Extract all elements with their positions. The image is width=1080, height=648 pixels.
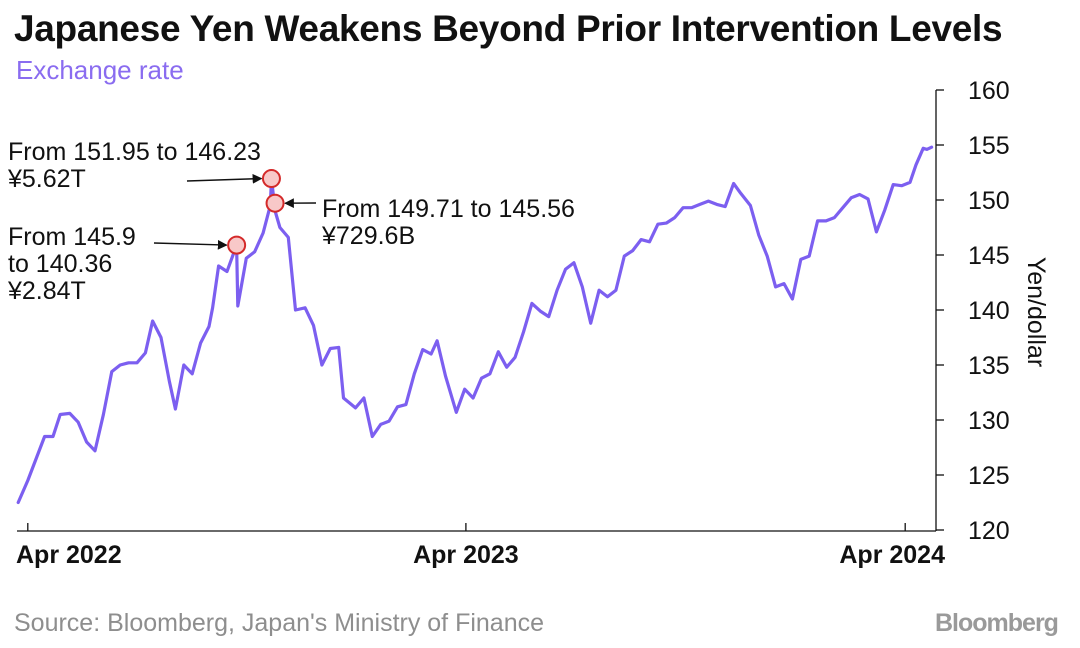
y-tick-label: 130: [968, 407, 1010, 435]
annotation-label: ¥5.62T: [7, 165, 86, 193]
y-tick-label: 125: [968, 462, 1010, 490]
y-tick-label: 140: [968, 297, 1010, 325]
source-note: Source: Bloomberg, Japan's Ministry of F…: [14, 609, 545, 637]
y-tick-label: 120: [968, 517, 1010, 545]
series-layer: [16, 145, 934, 505]
annotation-label: ¥2.84T: [7, 277, 86, 305]
annotation-arrow: [186, 173, 263, 184]
annotation-layer: From 145.9to 140.36¥2.84T From 151.95 to …: [7, 138, 575, 305]
annotation-label: to 140.36: [8, 250, 112, 278]
intervention-marker: [227, 235, 247, 255]
axes-layer: 120 125 130 135 140 145 150 155 160 Apr 2022 Apr 2…: [16, 77, 1010, 569]
chart-title: Japanese Yen Weakens Beyond Prior Interv…: [14, 8, 1003, 49]
bloomberg-logo: Bloomberg: [935, 609, 1059, 637]
annotation-label: From 145.9: [8, 223, 136, 251]
x-tick-label: Apr 2023: [413, 541, 519, 569]
y-tick-label: 145: [968, 242, 1010, 270]
exchange-rate-line: [16, 145, 934, 505]
y-tick-label: 160: [968, 77, 1010, 105]
annotation-arrow: [153, 239, 228, 250]
x-tick-label: Apr 2024: [839, 541, 945, 569]
x-tick-label: Apr 2022: [16, 541, 122, 569]
annotation-label: ¥729.6B: [321, 222, 415, 250]
annotation-label: From 151.95 to 146.23: [8, 138, 261, 166]
intervention-marker: [261, 169, 281, 189]
annotation-label: From 149.71 to 145.56: [322, 195, 575, 223]
intervention-marker: [265, 193, 285, 213]
chart-subtitle: Exchange rate: [16, 55, 184, 85]
y-tick-label: 155: [968, 132, 1010, 160]
y-tick-label: 150: [968, 187, 1010, 215]
y-tick-label: 135: [968, 352, 1010, 380]
y-axis-label: Yen/dollar: [1022, 257, 1050, 367]
